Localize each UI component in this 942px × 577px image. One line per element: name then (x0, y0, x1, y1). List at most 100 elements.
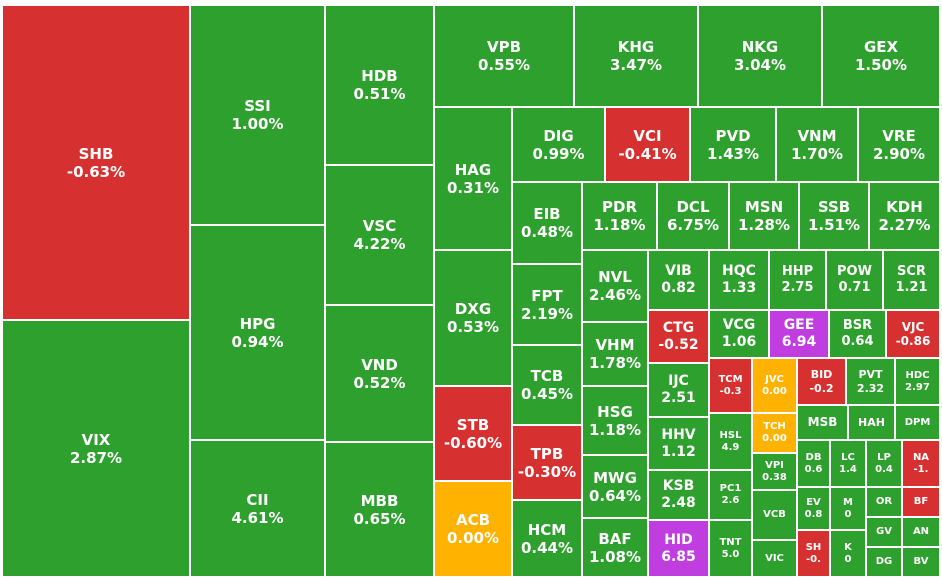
tile-hsg[interactable]: HSG1.18% (582, 386, 648, 455)
tile-ssi[interactable]: SSI1.00% (190, 5, 325, 225)
tile-vjc[interactable]: VJC-0.86 (886, 310, 940, 358)
tile-or[interactable]: OR (866, 487, 902, 517)
tile-vpb[interactable]: VPB0.55% (434, 5, 574, 107)
tile-code: BAF (598, 530, 631, 548)
tile-dpm[interactable]: DPM (895, 405, 940, 440)
tile-change: 0.31% (447, 179, 499, 197)
tile-change: 4.61% (231, 509, 283, 527)
tile-khg[interactable]: KHG3.47% (574, 5, 698, 107)
tile-bf[interactable]: BF (902, 487, 940, 517)
tile-code: MSN (745, 198, 783, 216)
tile-lp[interactable]: LP0.4 (866, 440, 902, 487)
tile-pdr[interactable]: PDR1.18% (582, 182, 657, 250)
tile-vci[interactable]: VCI-0.41% (605, 107, 690, 182)
tile-gee[interactable]: GEE6.94 (769, 310, 829, 358)
tile-vix[interactable]: VIX2.87% (2, 320, 190, 577)
tile-hqc[interactable]: HQC1.33 (709, 250, 769, 310)
tile-vib[interactable]: VIB0.82 (648, 250, 709, 310)
tile-dg[interactable]: DG (866, 547, 902, 577)
tile-nkg[interactable]: NKG3.04% (698, 5, 822, 107)
tile-pvt[interactable]: PVT2.32 (846, 358, 895, 405)
tile-mbb[interactable]: MBB0.65% (325, 442, 434, 577)
tile-dxg[interactable]: DXG0.53% (434, 250, 512, 386)
tile-acb[interactable]: ACB0.00% (434, 481, 512, 577)
tile-tpb[interactable]: TPB-0.30% (512, 425, 582, 500)
tile-vcb[interactable]: VCB (752, 490, 797, 540)
tile-stb[interactable]: STB-0.60% (434, 386, 512, 481)
tile-code: DG (876, 556, 893, 568)
tile-bid[interactable]: BID-0.2 (797, 358, 846, 405)
tile-an[interactable]: AN (902, 517, 940, 547)
tile-ksb[interactable]: KSB2.48 (648, 470, 709, 520)
tile-dig[interactable]: DIG0.99% (512, 107, 605, 182)
tile-cii[interactable]: CII4.61% (190, 440, 325, 577)
tile-gv[interactable]: GV (866, 517, 902, 547)
tile-ssb[interactable]: SSB1.51% (799, 182, 869, 250)
tile-shb[interactable]: SHB-0.63% (2, 5, 190, 320)
tile-hcm[interactable]: HCM0.44% (512, 500, 582, 577)
tile-ev[interactable]: EV0.8 (797, 487, 830, 530)
tile-code: EIB (533, 205, 560, 223)
tile-bv[interactable]: BV (902, 547, 940, 577)
tile-change: 0.00 (762, 386, 787, 398)
tile-code: STB (457, 416, 489, 434)
tile-code: FPT (531, 287, 562, 305)
tile-hah[interactable]: HAH (848, 405, 895, 440)
tile-baf[interactable]: BAF1.08% (582, 518, 648, 577)
tile-lc[interactable]: LC1.4 (830, 440, 866, 487)
tile-sh[interactable]: SH-0. (797, 530, 830, 577)
tile-msn[interactable]: MSN1.28% (729, 182, 799, 250)
tile-ijc[interactable]: IJC2.51 (648, 363, 709, 417)
tile-code: HPG (240, 315, 276, 333)
tile-db[interactable]: DB0.6 (797, 440, 830, 487)
tile-change: 0.00% (447, 529, 499, 547)
tile-k[interactable]: K0 (830, 530, 866, 577)
tile-jvc[interactable]: JVC0.00 (752, 358, 797, 413)
tile-hdb[interactable]: HDB0.51% (325, 5, 434, 165)
tile-code: SHB (79, 145, 114, 163)
tile-eib[interactable]: EIB0.48% (512, 182, 582, 264)
tile-fpt[interactable]: FPT2.19% (512, 264, 582, 345)
tile-mwg[interactable]: MWG0.64% (582, 455, 648, 518)
tile-pc1[interactable]: PC12.6 (709, 470, 752, 520)
tile-vre[interactable]: VRE2.90% (858, 107, 940, 182)
tile-hhp[interactable]: HHP2.75 (769, 250, 826, 310)
tile-pow[interactable]: POW0.71 (826, 250, 883, 310)
tile-bsr[interactable]: BSR0.64 (829, 310, 886, 358)
tile-tcm[interactable]: TCM-0.3 (709, 358, 752, 413)
tile-dcl[interactable]: DCL6.75% (657, 182, 729, 250)
tile-hhv[interactable]: HHV1.12 (648, 417, 709, 470)
tile-tcb[interactable]: TCB0.45% (512, 345, 582, 425)
tile-ctg[interactable]: CTG-0.52 (648, 310, 709, 363)
tile-hag[interactable]: HAG0.31% (434, 107, 512, 250)
tile-hdc[interactable]: HDC2.97 (895, 358, 940, 405)
tile-change: 0.71 (838, 280, 870, 296)
tile-hsl[interactable]: HSL4.9 (709, 413, 752, 470)
tile-msb[interactable]: MSB (797, 405, 848, 440)
tile-kdh[interactable]: KDH2.27% (869, 182, 940, 250)
tile-vnd[interactable]: VND0.52% (325, 305, 434, 442)
tile-tnt[interactable]: TNT5.0 (709, 520, 752, 577)
tile-change: -0.2 (809, 382, 833, 395)
tile-change: 0.53% (447, 318, 499, 336)
tile-na[interactable]: NA-1. (902, 440, 940, 487)
tile-vcg[interactable]: VCG1.06 (709, 310, 769, 358)
tile-change: 2.48 (661, 495, 696, 512)
tile-m[interactable]: M0 (830, 487, 866, 530)
tile-vhm[interactable]: VHM1.78% (582, 322, 648, 386)
tile-tch[interactable]: TCH0.00 (752, 413, 797, 453)
tile-code: NA (913, 452, 929, 464)
tile-nvl[interactable]: NVL2.46% (582, 250, 648, 322)
tile-hid[interactable]: HID6.85 (648, 520, 709, 577)
tile-vnm[interactable]: VNM1.70% (776, 107, 858, 182)
tile-vsc[interactable]: VSC4.22% (325, 165, 434, 305)
tile-vpi[interactable]: VPI0.38 (752, 453, 797, 490)
tile-scr[interactable]: SCR1.21 (883, 250, 940, 310)
tile-gex[interactable]: GEX1.50% (822, 5, 940, 107)
tile-change: -0.52 (658, 337, 698, 354)
tile-hpg[interactable]: HPG0.94% (190, 225, 325, 440)
tile-pvd[interactable]: PVD1.43% (690, 107, 776, 182)
tile-change: 0 (845, 509, 852, 521)
tile-vic[interactable]: VIC (752, 540, 797, 577)
